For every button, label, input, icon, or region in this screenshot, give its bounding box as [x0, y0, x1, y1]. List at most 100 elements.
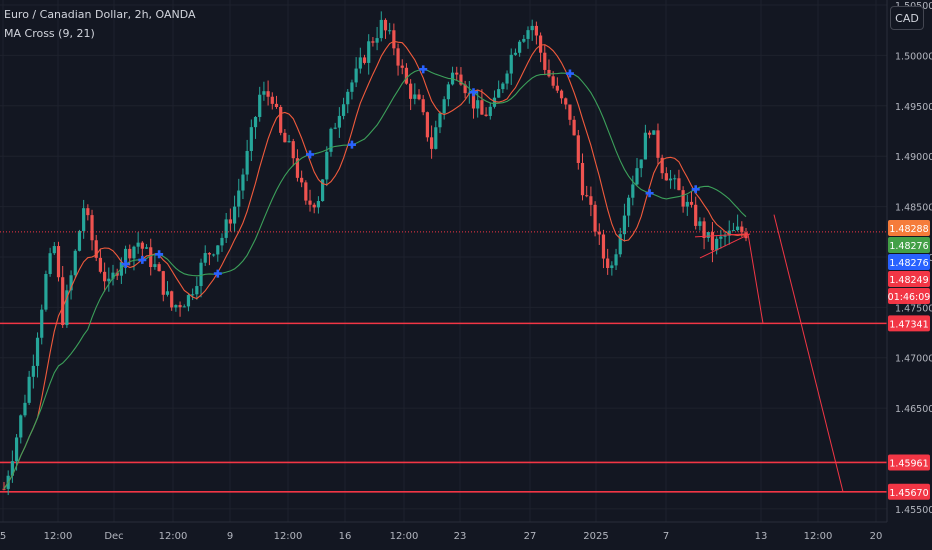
- candle-body: [522, 38, 526, 42]
- candle-body: [723, 235, 727, 237]
- candle-body: [610, 265, 614, 268]
- candle-body: [266, 91, 270, 97]
- candle-body: [316, 201, 321, 208]
- price-label-text: 1.45961: [889, 458, 928, 469]
- candle-body: [559, 90, 564, 99]
- candle-body: [132, 246, 136, 259]
- candle-body: [631, 184, 635, 198]
- price-tick-label: 1.46500: [895, 404, 932, 415]
- ma-cross-markers: [121, 65, 700, 278]
- candle-body: [681, 190, 685, 207]
- candle-body: [216, 245, 220, 255]
- candle-body: [597, 231, 601, 235]
- candle-body: [31, 365, 35, 377]
- candle-body: [249, 127, 253, 151]
- candle-body: [702, 221, 706, 238]
- price-tick-label: 1.45500: [895, 505, 932, 516]
- candle-body: [442, 99, 446, 114]
- candle-body: [698, 221, 702, 226]
- time-axis: 5 12:00 Dec 12:00 9 12:00 16 12:00 23 27 2025 7 13 12…: [0, 531, 882, 542]
- ma-cross-marker: [347, 140, 356, 149]
- price-label-box: [888, 483, 930, 500]
- price-label-box: [888, 236, 930, 253]
- candle-body: [19, 415, 23, 438]
- candle-body: [740, 226, 744, 233]
- symbol-title: Euro / Canadian Dollar, 2h, OANDA: [4, 8, 196, 21]
- candle-body: [304, 182, 308, 201]
- candle-body: [622, 215, 627, 235]
- candle-body: [417, 94, 421, 100]
- candle-body: [86, 208, 90, 216]
- candle-body: [379, 19, 383, 39]
- candle-body: [224, 219, 228, 238]
- candle-body: [438, 113, 442, 128]
- price-labels: 1.482881.482761.482761.4824901:46:091.47…: [888, 219, 931, 500]
- candle-body: [492, 97, 497, 107]
- candle-body: [543, 52, 547, 70]
- ma-cross-marker: [213, 269, 222, 278]
- candle-body: [232, 206, 237, 224]
- candle-body: [346, 91, 350, 105]
- candle-body: [73, 250, 77, 276]
- candle-body: [52, 246, 56, 254]
- candle-body: [476, 100, 480, 109]
- candle-body: [107, 278, 111, 282]
- ma-cross-marker: [565, 69, 574, 78]
- candle-body: [480, 100, 484, 115]
- candle-body: [170, 291, 174, 308]
- trend-drawings[interactable]: [694, 214, 844, 492]
- candle-body: [358, 57, 362, 69]
- candle-body: [694, 204, 698, 226]
- candle-body: [404, 67, 409, 84]
- candle-body: [199, 262, 203, 287]
- candle-body: [555, 85, 559, 91]
- candle-body: [497, 89, 501, 98]
- candle-body: [564, 98, 568, 105]
- price-label-text: 1.48276: [889, 258, 928, 269]
- currency-button[interactable]: CAD: [890, 6, 924, 30]
- candle-body: [341, 104, 346, 116]
- candle-body: [14, 437, 19, 462]
- candle-body: [392, 30, 396, 49]
- candle-body: [471, 92, 476, 109]
- price-label-box: [888, 287, 930, 304]
- candle-body: [568, 104, 572, 120]
- candle-body: [593, 204, 597, 232]
- wedge-lower-line: [699, 233, 751, 259]
- candle-body: [35, 337, 40, 366]
- ma-cross-marker: [155, 250, 164, 259]
- candle-body: [320, 179, 325, 202]
- time-tick-label: 5: [0, 531, 6, 542]
- ma-cross-marker: [419, 65, 428, 74]
- price-label-text: 1.47341: [889, 319, 928, 330]
- indicator-legend[interactable]: MA Cross (9, 21): [4, 27, 95, 40]
- price-label-text: 01:46:09: [888, 292, 931, 303]
- ma-fast-line: [3, 40, 747, 490]
- candle-body: [488, 106, 492, 116]
- time-tick-label: 20: [870, 531, 883, 542]
- time-tick-label: 12:00: [44, 531, 73, 542]
- ma-cross-marker: [306, 150, 315, 159]
- candle-body: [715, 238, 719, 251]
- candle-body: [463, 84, 467, 94]
- candle-body: [580, 162, 585, 196]
- horizontal-levels[interactable]: [0, 322, 887, 493]
- projection-line-2: [773, 214, 844, 492]
- candle-body: [656, 130, 660, 158]
- candle-body: [195, 286, 199, 295]
- time-tick-label: 23: [454, 531, 467, 542]
- candle-body: [505, 73, 509, 84]
- candle-body: [388, 30, 392, 32]
- candle-body: [396, 48, 400, 66]
- candle-body: [61, 277, 65, 326]
- candle-body: [367, 41, 371, 63]
- candle-body: [161, 271, 165, 295]
- time-tick-label: 12:00: [274, 531, 303, 542]
- time-tick-label: 9: [227, 531, 233, 542]
- candle-body: [140, 242, 144, 249]
- price-label-box: [888, 315, 930, 332]
- candle-body: [635, 168, 639, 185]
- candle-body: [618, 234, 622, 255]
